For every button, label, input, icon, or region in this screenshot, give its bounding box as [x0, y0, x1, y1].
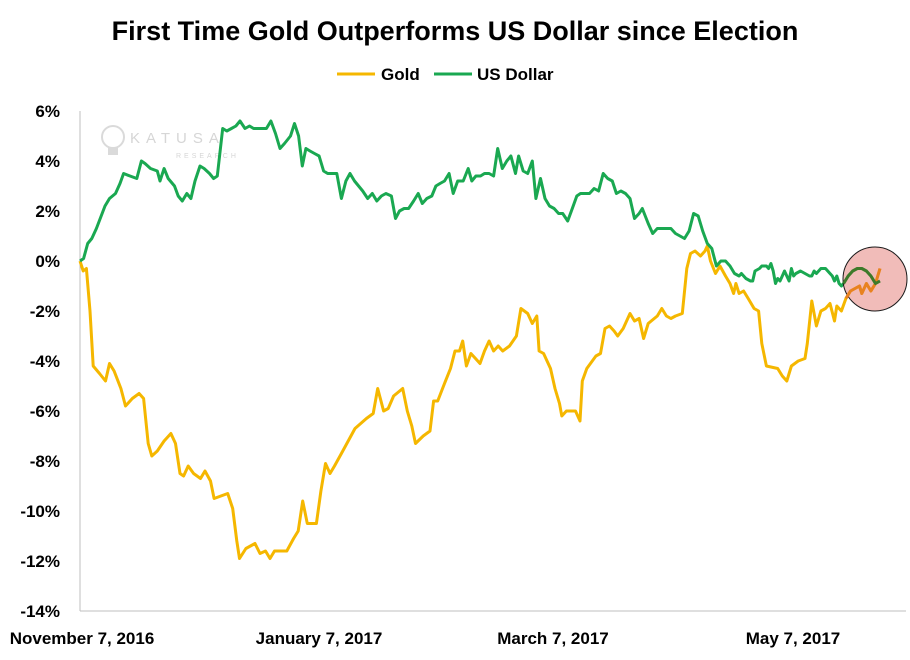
legend-label-usd: US Dollar [477, 65, 554, 84]
legend: Gold US Dollar [337, 65, 554, 84]
watermark-bulb-icon [101, 125, 125, 149]
y-tick-label: 0% [35, 252, 60, 271]
watermark-sub: RESEARCH [176, 153, 239, 160]
highlight-circle [842, 246, 908, 312]
y-tick-label: -4% [30, 352, 60, 371]
y-tick-labels: 6% 4% 2% 0% -2% -4% -6% -8% -10% -12% -14% [20, 102, 60, 621]
highlight-series-layer [842, 267, 882, 300]
y-tick-label: -8% [30, 452, 60, 471]
series-line-us-dollar [79, 119, 881, 288]
series-tail-us-dollar [842, 267, 881, 285]
series-line-gold [78, 244, 882, 560]
y-tick-label: 6% [35, 102, 60, 121]
x-tick-label: May 7, 2017 [746, 629, 841, 648]
watermark-brand: KATUSA [130, 130, 225, 147]
y-tick-label: -6% [30, 402, 60, 421]
y-tick-label: -2% [30, 302, 60, 321]
watermark-logo: KATUSA RESEARCH [101, 125, 239, 160]
y-tick-label: -10% [20, 502, 60, 521]
legend-label-gold: Gold [381, 65, 420, 84]
series-tail-gold [844, 268, 882, 300]
y-tick-label: -12% [20, 552, 60, 571]
chart-title: First Time Gold Outperforms US Dollar si… [112, 16, 799, 46]
y-tick-label: 2% [35, 202, 60, 221]
y-tick-label: 4% [35, 152, 60, 171]
watermark-bulb-base [108, 148, 118, 155]
series-layer [78, 119, 882, 560]
x-tick-labels: November 7, 2016 January 7, 2017 March 7, … [10, 629, 841, 648]
x-tick-label: January 7, 2017 [256, 629, 383, 648]
x-tick-label: November 7, 2016 [10, 629, 155, 648]
y-tick-label: -14% [20, 602, 60, 621]
x-tick-label: March 7, 2017 [497, 629, 609, 648]
